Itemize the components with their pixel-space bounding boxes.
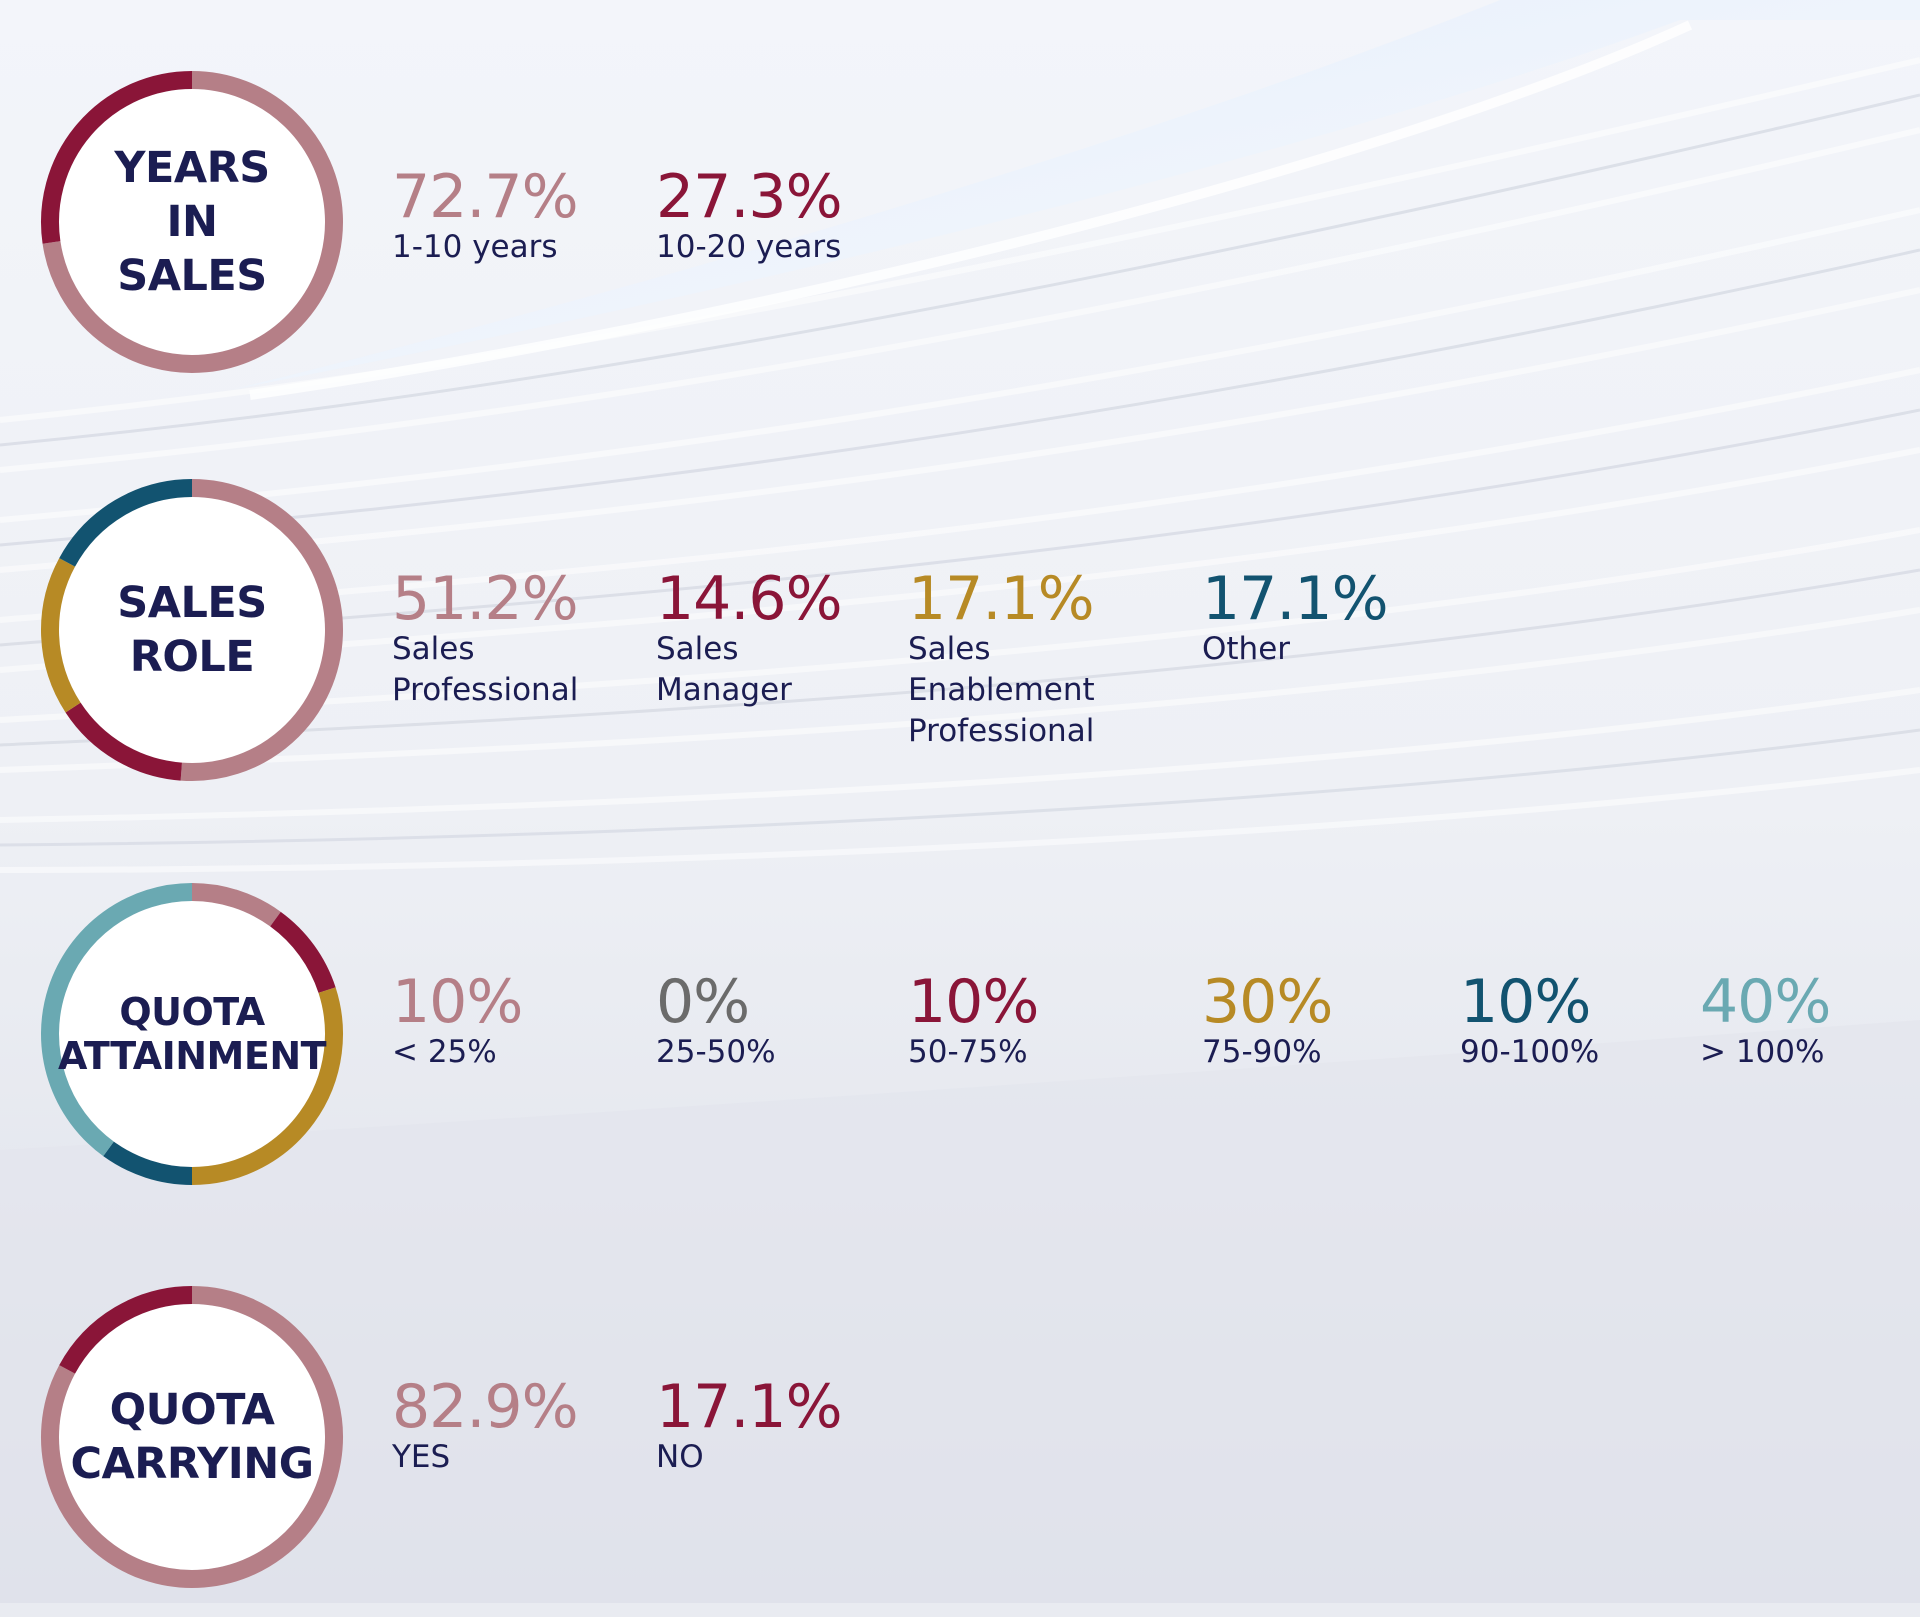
stat-item: 72.7% 1-10 years xyxy=(392,162,579,268)
stat-label: NO xyxy=(656,1439,704,1475)
stat-label: Other xyxy=(1202,631,1291,667)
stat-item: 40% > 100% xyxy=(1700,967,1831,1073)
donut-center xyxy=(59,1304,325,1570)
donut-svg xyxy=(41,479,343,781)
stat-value: 30% xyxy=(1202,967,1333,1037)
stat-item: 10% 50-75% xyxy=(908,967,1039,1073)
donut-segment xyxy=(59,479,193,567)
donut-segment xyxy=(269,911,336,994)
stat-row-quota-carrying: QUOTA CARRYING 82.9% YES 17.1% NO xyxy=(0,1277,1920,1617)
donut-chart-sales-role: SALES ROLE xyxy=(32,470,352,790)
donut-title: YEARS IN SALES xyxy=(114,143,270,301)
stat-label: 90-100% xyxy=(1460,1034,1600,1070)
donut-title: SALES ROLE xyxy=(117,578,267,682)
stat-value: 10% xyxy=(908,967,1039,1037)
donut-segment xyxy=(42,71,343,373)
donut-segment xyxy=(41,71,193,244)
stat-label: 50-75% xyxy=(908,1034,1028,1070)
stat-label: 75-90% xyxy=(1202,1034,1322,1070)
stat-item: 14.6% Sales Manager xyxy=(656,564,843,711)
stat-item: 51.2% Sales Professional xyxy=(392,564,579,711)
donut-center xyxy=(59,901,325,1167)
stat-label: 25-50% xyxy=(656,1034,776,1070)
donut-chart-quota-attainment: QUOTA ATTAINMENT xyxy=(32,874,352,1194)
stat-value: 51.2% xyxy=(392,564,579,634)
donut-chart-years-in-sales: YEARS IN SALES xyxy=(32,62,352,382)
donut-segment xyxy=(103,1141,193,1185)
donut-segment xyxy=(191,883,281,927)
donut-segment xyxy=(180,479,343,781)
stat-row-sales-role: SALES ROLE 51.2% Sales Professional 14.6% Sa… xyxy=(0,470,1920,810)
stat-label: YES xyxy=(392,1439,451,1475)
stat-value: 17.1% xyxy=(908,564,1095,634)
stat-row-quota-attainment: QUOTA ATTAINMENT 10% < 25% 0% 25-50% 10% 50-75… xyxy=(0,874,1920,1214)
stat-value: 27.3% xyxy=(656,162,843,232)
stat-item: 82.9% YES xyxy=(392,1372,579,1478)
stat-value: 40% xyxy=(1700,967,1831,1037)
stat-label: Sales Enablement Professional xyxy=(908,631,1095,749)
stat-item: 17.1% NO xyxy=(656,1372,843,1478)
stat-label: < 25% xyxy=(392,1034,497,1070)
donut-segment xyxy=(41,883,193,1157)
stat-label: 10-20 years xyxy=(656,229,842,265)
stat-item: 17.1% Sales Enablement Professional xyxy=(908,567,1095,752)
stat-row-years-in-sales: YEARS IN SALES 72.7% 1-10 years 27.3% 10-20 … xyxy=(0,62,1920,402)
donut-center xyxy=(59,89,325,355)
donut-title: QUOTA ATTAINMENT xyxy=(57,990,327,1078)
donut-segment xyxy=(41,1286,343,1588)
donut-segment xyxy=(191,987,343,1185)
stat-value: 72.7% xyxy=(392,162,579,232)
donut-center xyxy=(59,497,325,763)
donut-segment xyxy=(59,1286,193,1374)
stat-value: 82.9% xyxy=(392,1372,579,1442)
stat-value: 10% xyxy=(392,967,523,1037)
stat-item: 30% 75-90% xyxy=(1202,967,1333,1073)
stat-value: 17.1% xyxy=(1202,564,1389,634)
stat-item: 10% 90-100% xyxy=(1460,970,1599,1073)
stat-label: > 100% xyxy=(1700,1034,1825,1070)
donut-chart-quota-carrying: QUOTA CARRYING xyxy=(32,1277,352,1597)
stat-item: 27.3% 10-20 years xyxy=(656,162,843,268)
stat-label: Sales Professional xyxy=(392,631,579,708)
stat-item: 17.1% Other xyxy=(1202,564,1389,670)
stat-value: 17.1% xyxy=(656,1372,843,1442)
stat-label: 1-10 years xyxy=(392,229,558,265)
stat-label: Sales Manager xyxy=(656,631,792,708)
donut-svg xyxy=(41,1286,343,1588)
stat-value: 0% xyxy=(656,967,750,1037)
donut-segment xyxy=(65,702,183,781)
stat-item: 10% < 25% xyxy=(392,967,523,1073)
stat-item: 0% 25-50% xyxy=(656,970,776,1073)
stat-value: 14.6% xyxy=(656,564,843,634)
donut-title: QUOTA CARRYING xyxy=(70,1385,314,1489)
stat-value: 10% xyxy=(1460,967,1591,1037)
donut-svg xyxy=(41,883,343,1185)
donut-svg xyxy=(41,71,343,373)
donut-segment xyxy=(41,558,81,713)
